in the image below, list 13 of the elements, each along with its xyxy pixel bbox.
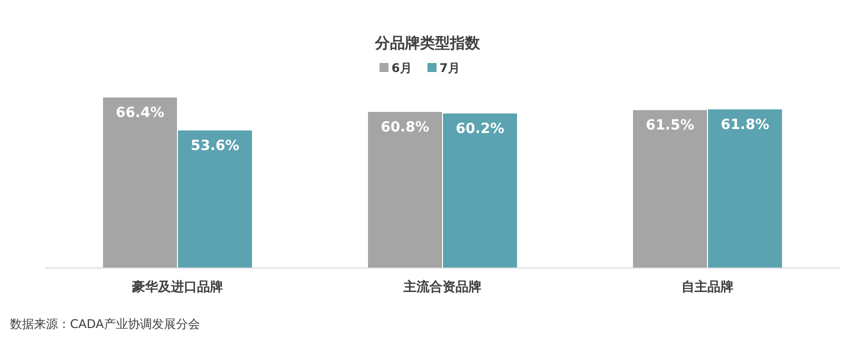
data-label: 60.8%	[380, 119, 430, 136]
data-label: 60.2%	[456, 120, 504, 137]
x-tick-label: 自主品牌	[682, 279, 734, 295]
legend-label: 7月	[440, 61, 460, 75]
data-label: 66.4%	[116, 105, 164, 121]
x-tick-label: 主流合资品牌	[402, 279, 482, 295]
legend-label: 6月	[392, 61, 412, 75]
data-label: 53.6%	[190, 138, 240, 154]
data-label: 61.8%	[720, 116, 770, 133]
source-note: 数据来源：CADA产业协调发展分会	[10, 317, 200, 331]
x-tick-label: 豪华及进口品牌	[131, 279, 223, 295]
chart-title: 分品牌类型指数	[374, 34, 481, 52]
data-label: 61.5%	[646, 118, 694, 134]
